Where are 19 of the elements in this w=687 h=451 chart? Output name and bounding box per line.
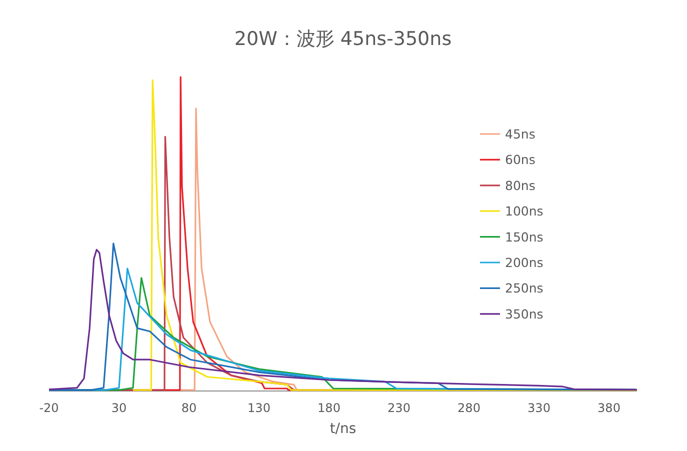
x-tick-label: 180 [318, 401, 340, 415]
legend-label: 80ns [505, 178, 536, 193]
legend-label: 100ns [505, 204, 544, 219]
legend-label: 45ns [505, 126, 536, 142]
x-axis-title: t/ns [330, 421, 356, 437]
chart-title: 20W：波形 45ns-350ns [234, 28, 452, 50]
x-tick-label: 130 [248, 401, 270, 415]
legend-label: 200ns [505, 255, 544, 270]
x-tick-label: -20 [39, 401, 59, 415]
x-tick-label: 330 [528, 401, 550, 415]
x-tick-label: 80 [181, 401, 197, 415]
x-tick-label: 30 [111, 401, 127, 415]
legend-label: 350ns [505, 306, 544, 322]
legend-label: 150ns [505, 229, 544, 244]
legend-label: 250ns [505, 280, 544, 296]
legend-label: 60ns [505, 152, 536, 168]
x-tick-label: 380 [598, 401, 620, 415]
x-tick-label: 280 [458, 401, 480, 415]
x-tick-label: 230 [388, 401, 410, 415]
